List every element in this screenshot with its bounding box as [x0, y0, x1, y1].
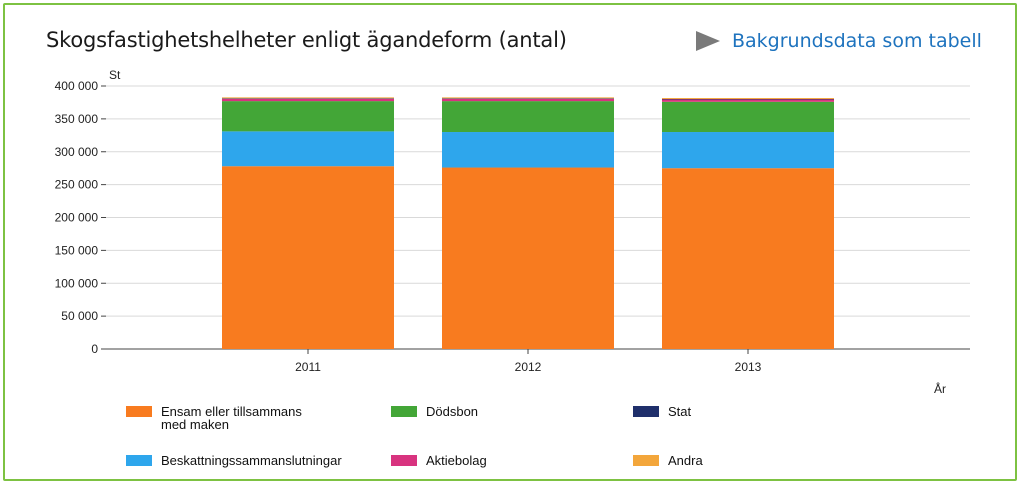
x-tick-label: 2012	[515, 360, 542, 374]
bar-segment	[442, 98, 614, 102]
y-tick-label: 400 000	[55, 79, 99, 93]
bar-segment	[222, 98, 394, 99]
table-data-link[interactable]: Bakgrundsdata som tabell	[696, 30, 982, 52]
bar-segment	[222, 166, 394, 349]
play-arrow-icon	[696, 31, 720, 51]
y-axis-unit-label: St	[109, 68, 121, 82]
bar-segment	[662, 99, 834, 102]
y-tick-label: 0	[91, 342, 98, 356]
bar-segment	[442, 98, 614, 99]
x-tick-label: 2013	[735, 360, 762, 374]
bar-segment	[442, 132, 614, 168]
y-tick-label: 350 000	[55, 112, 99, 126]
table-data-link-label[interactable]: Bakgrundsdata som tabell	[732, 30, 982, 52]
bar-segment	[222, 101, 394, 132]
y-tick-label: 150 000	[55, 243, 99, 257]
bar-segment	[442, 97, 614, 99]
x-axis-label: År	[934, 381, 946, 396]
y-axis-ticks: 0 50 000 100 000 150 000 200 000 250 000 300 0…	[55, 79, 106, 356]
x-axis: 2011 2012 2013	[295, 349, 762, 374]
bar-segment	[222, 98, 394, 102]
bar-segment	[662, 99, 834, 100]
bars	[222, 97, 834, 349]
chart-title: Skogsfastighetshelheter enligt ägandefor…	[46, 28, 567, 52]
bar-segment	[222, 131, 394, 167]
y-tick-label: 100 000	[55, 276, 99, 290]
y-tick-label: 200 000	[55, 211, 99, 225]
bar-segment	[222, 97, 394, 99]
x-tick-label: 2011	[295, 360, 321, 374]
bar-segment	[442, 101, 614, 133]
y-tick-label: 300 000	[55, 145, 99, 159]
bar-segment	[662, 98, 834, 100]
bar-segment	[662, 101, 834, 133]
bar-segment	[662, 168, 834, 349]
bar-segment	[662, 132, 834, 169]
bar-segment	[442, 167, 614, 349]
y-tick-label: 50 000	[61, 309, 98, 323]
y-tick-label: 250 000	[55, 178, 99, 192]
